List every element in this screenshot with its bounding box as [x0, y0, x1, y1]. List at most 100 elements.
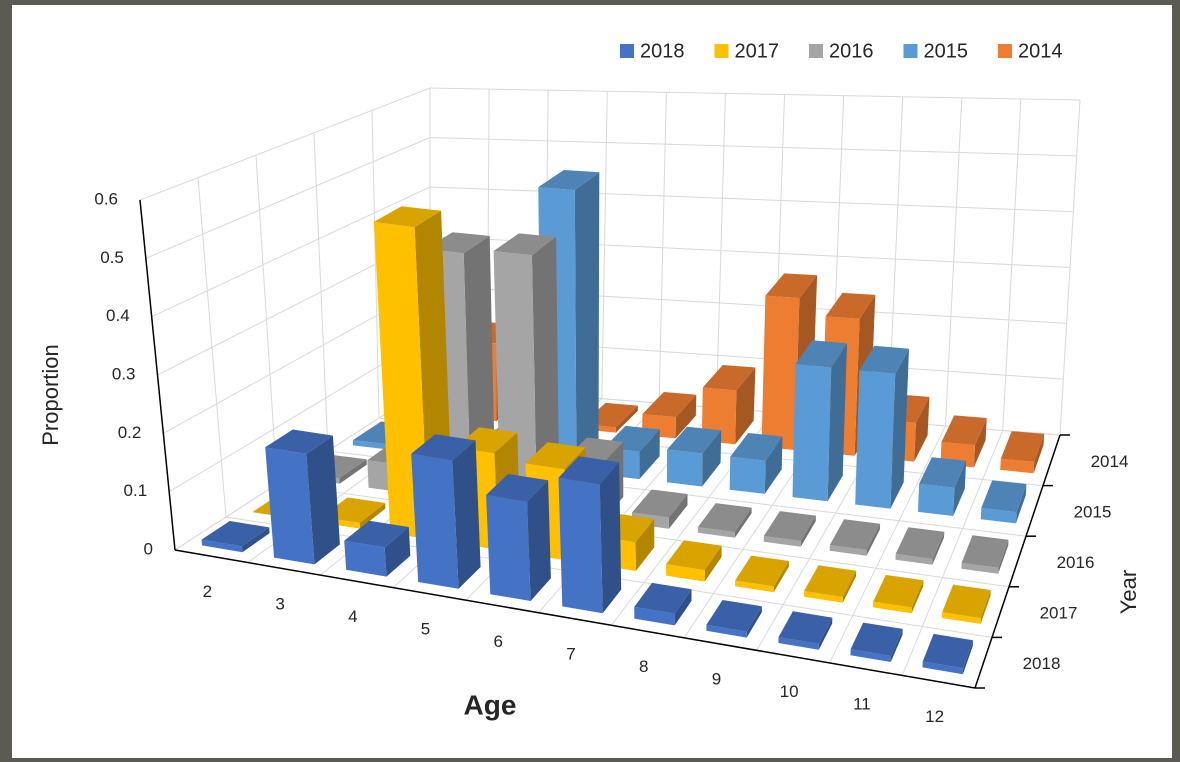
bar-front [729, 456, 766, 494]
bar-top [735, 555, 789, 587]
bar [850, 622, 903, 662]
legend-swatch [998, 44, 1012, 58]
bar-side [746, 606, 762, 638]
bar [634, 582, 692, 626]
bar-side [827, 343, 847, 502]
bar-front [706, 624, 747, 638]
bar-top [525, 442, 586, 469]
y-tick-label: 2015 [1074, 502, 1112, 521]
bar-front [761, 295, 800, 450]
y-tick-label: 2017 [1040, 604, 1078, 623]
bar-top [795, 340, 847, 368]
bar-front [735, 580, 774, 593]
bar-front [922, 661, 964, 675]
legend-swatch [903, 44, 918, 58]
bar-front [634, 606, 675, 626]
y-tick-label: 2014 [1091, 452, 1129, 471]
bar-side [980, 590, 991, 624]
bar [265, 429, 340, 565]
y-tick-label: 2016 [1057, 553, 1095, 572]
bar-front [666, 449, 703, 487]
bar-top [981, 480, 1027, 513]
bar [895, 527, 945, 565]
bar-top [265, 429, 333, 454]
bar-side [704, 545, 722, 582]
bar-side [962, 640, 973, 675]
z-axis-line [139, 199, 176, 551]
x-tick-label: 10 [780, 682, 799, 701]
legend-label: 2014 [1018, 40, 1063, 62]
bar-side [1033, 433, 1045, 474]
bar-top [825, 292, 876, 319]
bar-front [486, 495, 531, 601]
bar [942, 584, 991, 624]
x-axis-line [174, 549, 976, 689]
bar-front [855, 370, 896, 509]
x-tick-label: 8 [639, 657, 648, 676]
bar [666, 426, 722, 487]
grid-line [429, 186, 1074, 213]
bar-top [666, 540, 722, 571]
bar-side [953, 460, 967, 516]
grid-line [145, 137, 431, 259]
bar-side [384, 527, 411, 577]
legend-label: 2016 [829, 40, 874, 62]
bar-side [702, 430, 722, 487]
bar-front [666, 564, 705, 582]
bar-top [778, 611, 833, 644]
bar [735, 555, 789, 593]
grid-line [139, 87, 431, 201]
grid-line [429, 137, 1077, 157]
bar-side [998, 539, 1009, 574]
bar [918, 457, 967, 516]
bar-top [493, 233, 557, 256]
bar [804, 565, 857, 603]
bar-front [1000, 458, 1035, 474]
bar-front [961, 562, 999, 574]
y-axis-title: Year [1116, 570, 1141, 614]
bar-side [639, 429, 660, 480]
bar [1000, 431, 1045, 474]
bar [961, 535, 1009, 574]
bar-side [932, 531, 945, 565]
bar-side [675, 394, 697, 439]
bar [873, 574, 924, 614]
legend-swatch [809, 44, 823, 58]
z-tick-label: 0.2 [118, 423, 142, 442]
bar-front [895, 553, 933, 565]
bar-top [344, 520, 409, 548]
bar-side [339, 459, 367, 484]
legend-swatch [620, 44, 634, 58]
bar-top [765, 273, 818, 299]
bar-top [873, 574, 924, 608]
bar-side [773, 561, 789, 593]
bar-front [265, 447, 315, 565]
x-tick-label: 5 [421, 619, 430, 638]
bar [344, 520, 411, 577]
z-tick-label: 0.1 [124, 481, 148, 500]
bar-front [792, 363, 832, 502]
bar [666, 540, 722, 582]
grid-line [151, 186, 431, 318]
bar [922, 633, 973, 675]
bar-top [558, 456, 620, 485]
bar-front [411, 453, 459, 589]
bar-side [574, 172, 600, 472]
z-axis-title: Proportion [38, 344, 63, 446]
x-tick-label: 11 [853, 695, 871, 714]
bar-front [201, 539, 243, 553]
z-tick-label: 0.6 [94, 189, 118, 208]
bar-side [890, 348, 909, 509]
legend-label: 2018 [640, 40, 685, 62]
bar-top [763, 511, 816, 541]
bar [486, 474, 551, 601]
bar-top [961, 535, 1009, 568]
bar-front [763, 536, 801, 547]
bar-side [615, 405, 638, 433]
bar-top [697, 503, 752, 533]
bar-front [344, 540, 387, 577]
bar-side [531, 237, 560, 511]
bar-front [918, 483, 955, 516]
bar [792, 340, 847, 502]
bar [778, 611, 833, 650]
